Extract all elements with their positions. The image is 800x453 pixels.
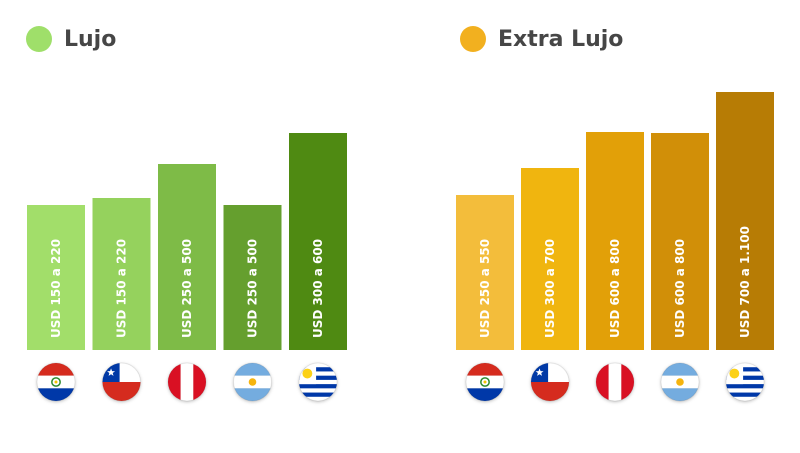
peru-flag-icon (167, 362, 207, 402)
extra-lujo-bar-label-5: USD 700 a 1.100 (738, 226, 752, 338)
argentina-flag-icon (660, 362, 700, 402)
uruguay-flag-icon (725, 362, 765, 402)
extra-lujo-bar-4 (651, 133, 709, 350)
extra-lujo-bar-3 (586, 132, 644, 350)
argentina-flag-icon (233, 362, 272, 402)
extra-lujo-bar-5 (716, 92, 774, 350)
extra-lujo-panel: Extra Lujo USD 250 a 550 USD 300 a 700 USD… (420, 0, 800, 453)
lujo-bar-1 (27, 205, 85, 350)
paraguay-flag-icon (36, 362, 76, 402)
extra-lujo-legend: Extra Lujo (460, 26, 623, 52)
lujo-bar-3 (158, 164, 216, 350)
lujo-bar-label-2: USD 150 a 220 (115, 239, 129, 338)
lujo-bar-label-3: USD 250 a 500 (180, 239, 194, 338)
lujo-bar-label-1: USD 150 a 220 (49, 239, 63, 338)
extra-lujo-bar-2 (521, 168, 579, 350)
extra-lujo-legend-dot (460, 26, 486, 52)
lujo-bar-label-5: USD 300 a 600 (311, 239, 325, 338)
paraguay-flag-icon (465, 362, 505, 402)
lujo-legend: Lujo (26, 26, 116, 52)
chile-flag-icon (530, 362, 570, 402)
extra-lujo-legend-label: Extra Lujo (498, 26, 624, 52)
extra-lujo-bar-label-4: USD 600 a 800 (673, 239, 687, 338)
extra-lujo-bar-chart: USD 250 a 550 USD 300 a 700 USD 600 a 800 U… (456, 92, 774, 402)
lujo-bar-2 (92, 198, 151, 350)
extra-lujo-bar-1 (456, 195, 514, 350)
lujo-bar-label-4: USD 250 a 500 (246, 239, 260, 338)
lujo-legend-dot (26, 26, 52, 52)
uruguay-flag-icon (298, 362, 338, 402)
lujo-legend-label: Lujo (64, 26, 117, 52)
lujo-panel: Lujo USD 150 a 220 USD 150 a 220 USD 250 a… (26, 26, 347, 402)
lujo-bar-chart: USD 150 a 220 USD 150 a 220 USD 250 a 500 U… (27, 133, 347, 402)
extra-lujo-bar-label-1: USD 250 a 550 (478, 239, 492, 338)
lujo-bar-4 (223, 205, 282, 350)
chile-flag-icon (102, 362, 141, 402)
extra-lujo-bar-label-2: USD 300 a 700 (543, 239, 557, 338)
extra-lujo-bar-label-3: USD 600 a 800 (608, 239, 622, 338)
peru-flag-icon (595, 362, 635, 402)
lujo-bar-5 (289, 133, 347, 350)
